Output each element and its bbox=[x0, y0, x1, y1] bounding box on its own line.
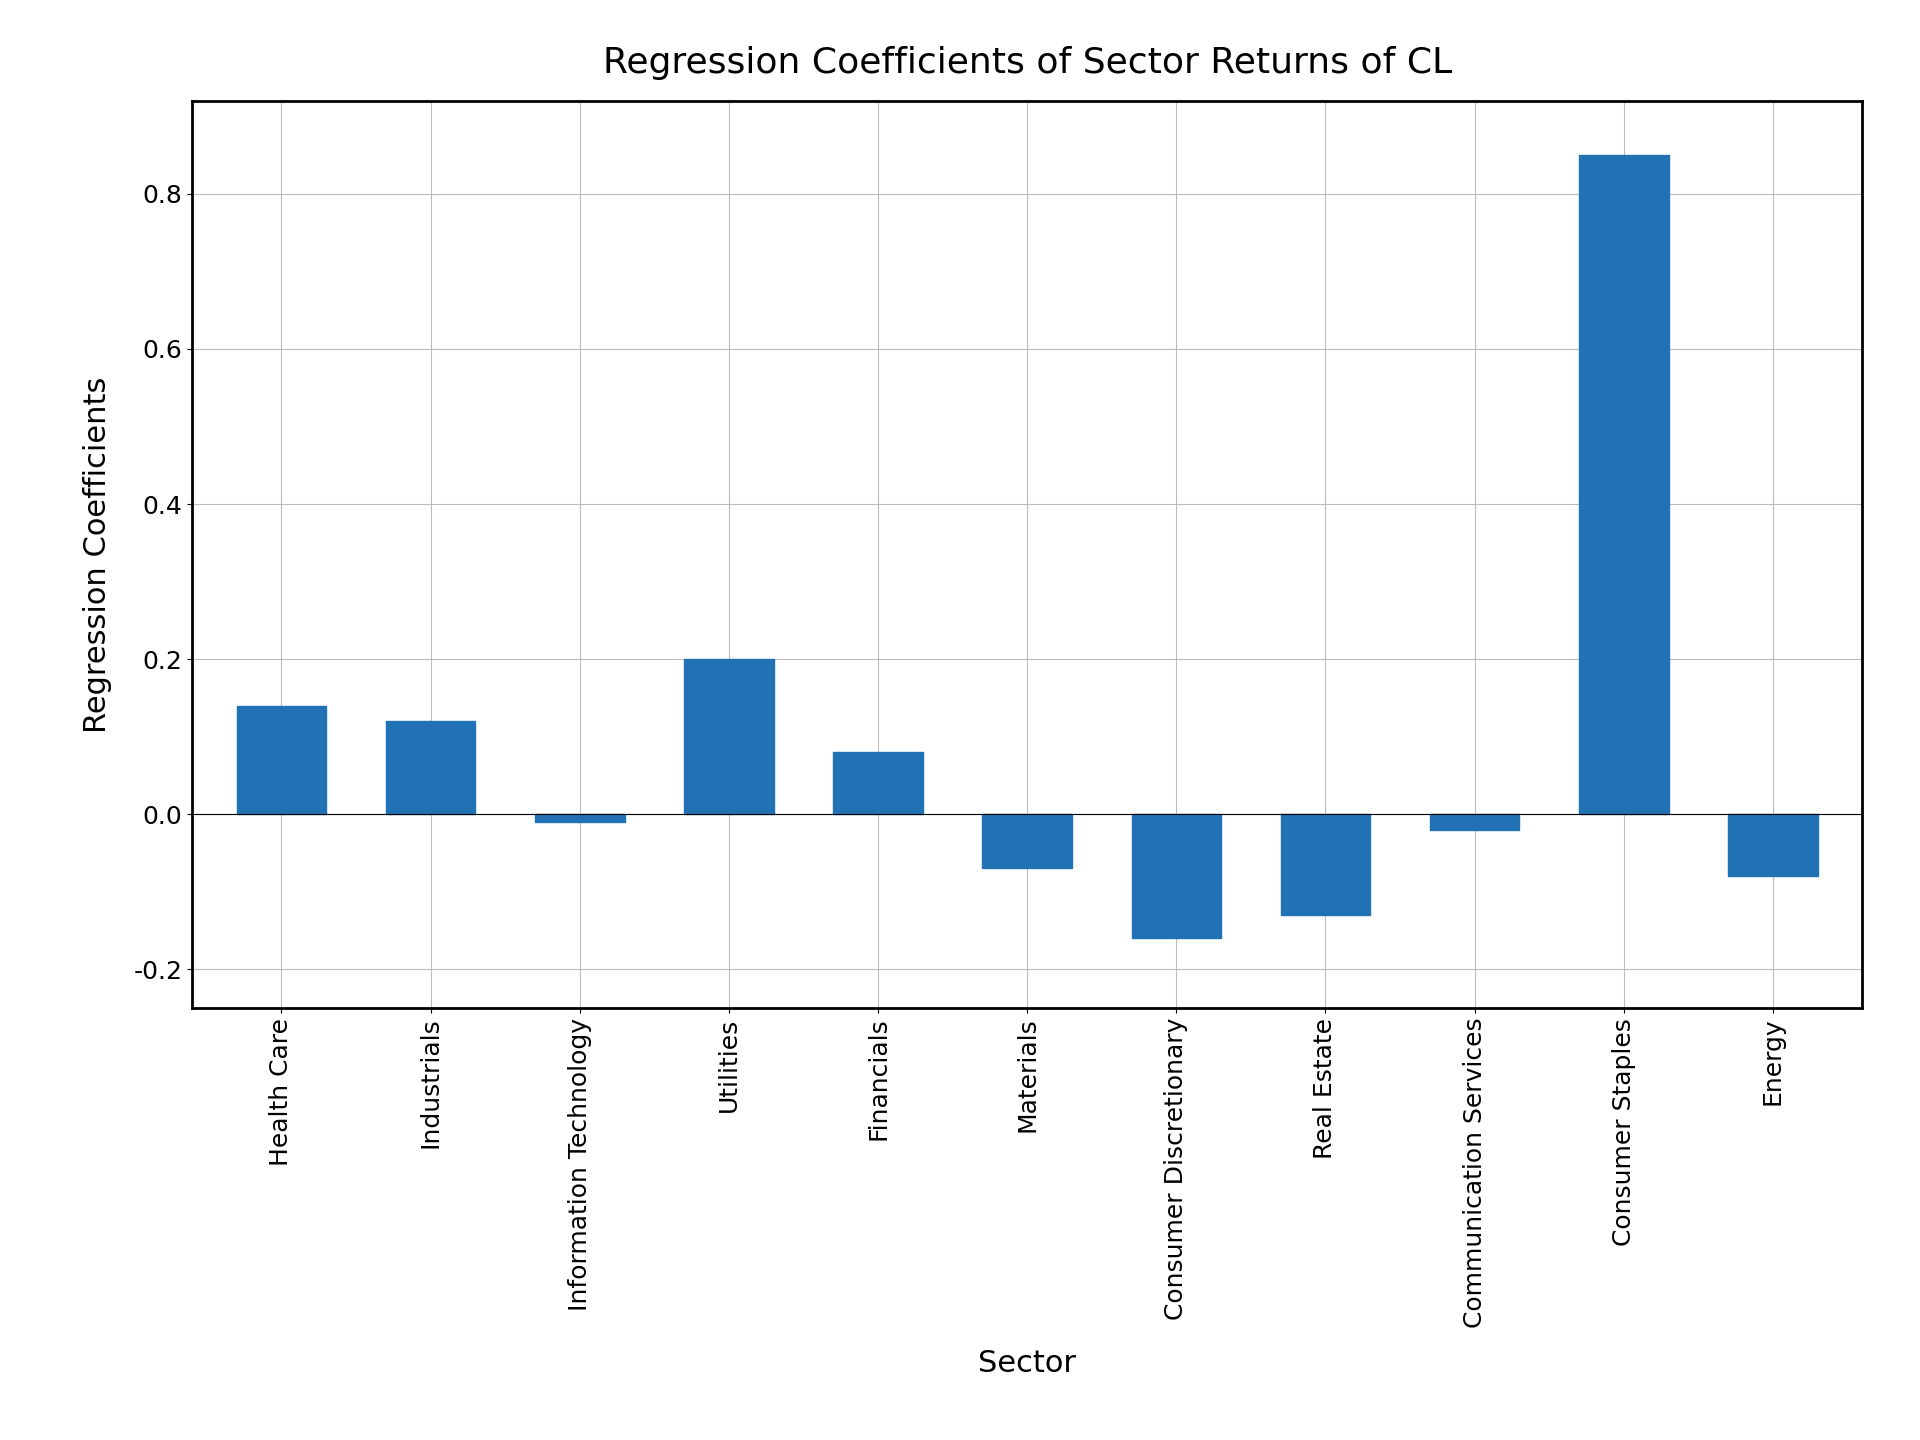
Bar bbox=[236, 706, 326, 814]
Bar bbox=[536, 814, 624, 822]
Y-axis label: Regression Coefficients: Regression Coefficients bbox=[83, 376, 113, 733]
X-axis label: Sector: Sector bbox=[977, 1349, 1077, 1378]
Bar bbox=[386, 721, 476, 814]
Bar bbox=[833, 752, 924, 814]
Title: Regression Coefficients of Sector Returns of CL: Regression Coefficients of Sector Return… bbox=[603, 46, 1452, 81]
Bar bbox=[1281, 814, 1371, 914]
Bar bbox=[1430, 814, 1519, 829]
Bar bbox=[983, 814, 1071, 868]
Bar bbox=[1131, 814, 1221, 939]
Bar bbox=[684, 660, 774, 814]
Bar bbox=[1578, 156, 1668, 814]
Bar bbox=[1728, 814, 1818, 876]
